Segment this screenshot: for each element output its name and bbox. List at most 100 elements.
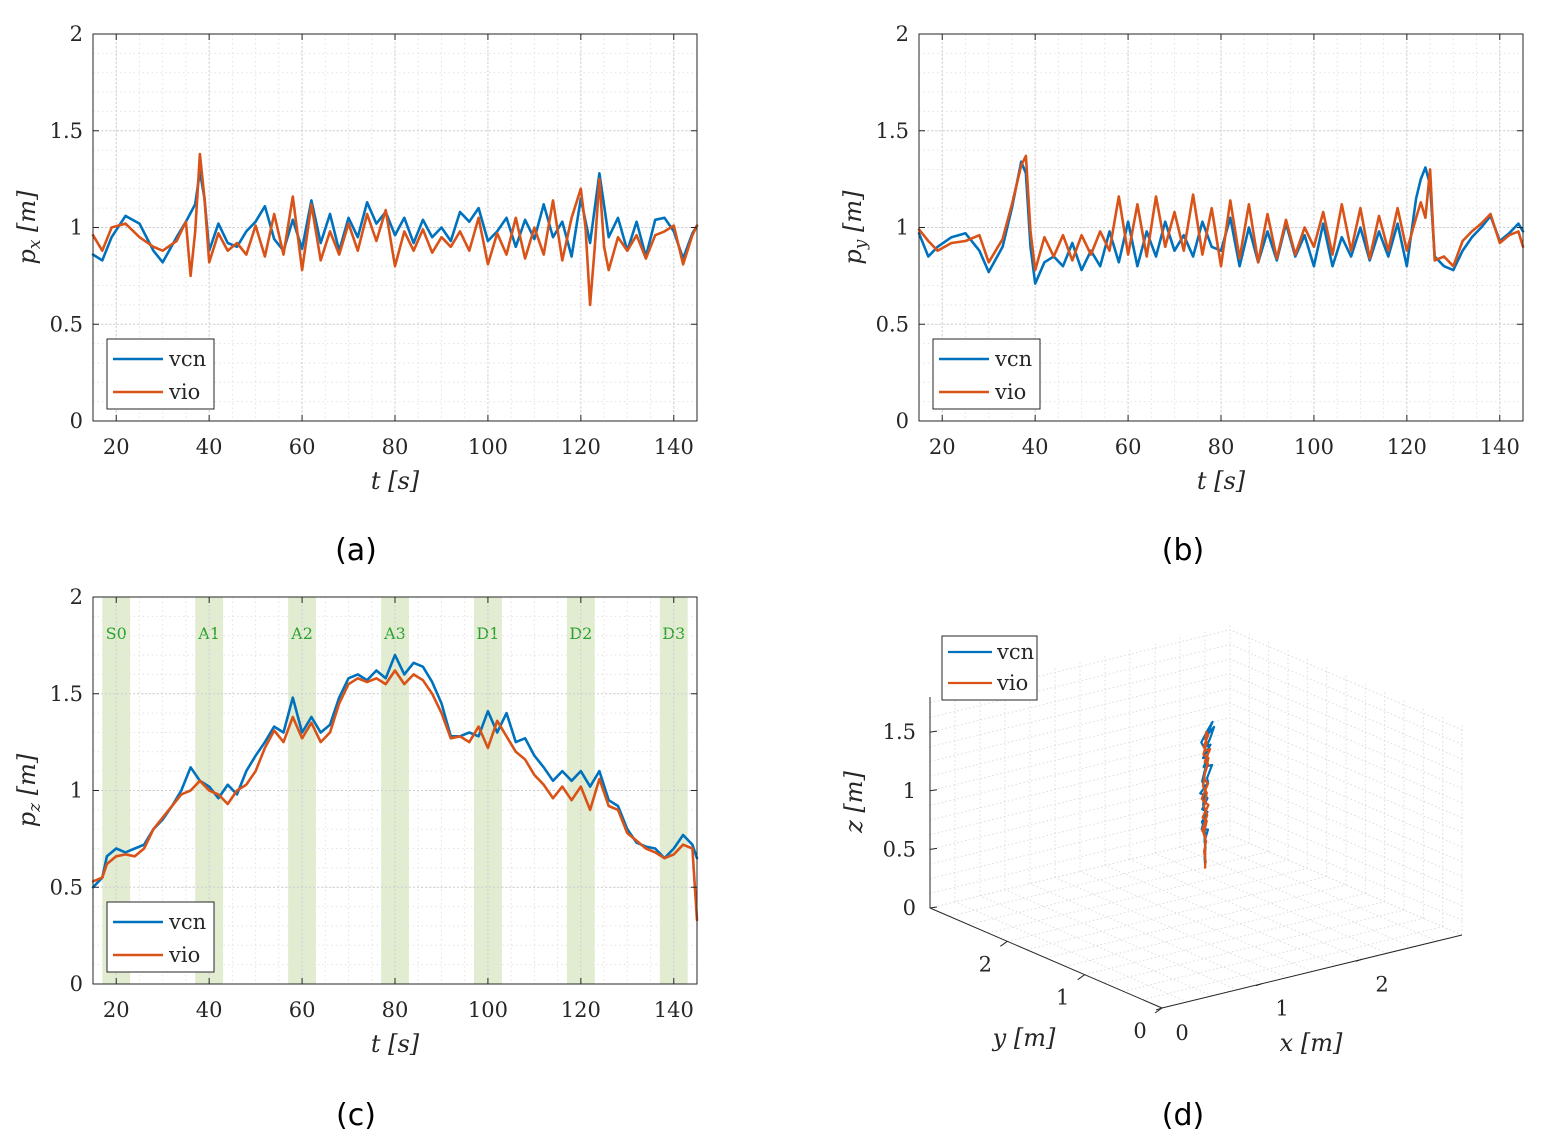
- x3d-tick-mark: [1255, 983, 1263, 987]
- y-tick-label: 0.5: [876, 312, 909, 336]
- legend-box: [932, 338, 1041, 410]
- legend-3d: vcn vio: [941, 635, 1038, 701]
- y-tick-label: 1.5: [876, 119, 909, 143]
- grid-wall-z: [929, 819, 1463, 921]
- caption-a: (a): [335, 533, 377, 568]
- y-tick-label: 0: [70, 972, 83, 996]
- legend: vcn vio: [106, 338, 215, 410]
- legend-box: [106, 901, 215, 973]
- x-tick-label: 100: [468, 998, 508, 1022]
- x-tick-label: 120: [561, 998, 601, 1022]
- grid-wall-z: [929, 687, 1463, 789]
- grid-wall-z: [929, 746, 1463, 848]
- y3d-axis-label: y [m]: [992, 1024, 1056, 1052]
- chart-panel-b: 20 40 60 80 100 120 140 0 0.5 1 1.5 2 t [s] py [m] vcn…: [839, 22, 1525, 495]
- y-tick-label: 0.5: [50, 875, 83, 899]
- grid-wall-z: [929, 761, 1463, 863]
- x-axis-label: t [s]: [371, 1030, 420, 1058]
- grid-floor-y: [1026, 876, 1327, 951]
- y3d-tick-label: 2: [979, 952, 992, 976]
- grid-floor-x: [1204, 840, 1438, 942]
- legend-label-vcn: vcn: [168, 910, 206, 934]
- z3d-tick-mark: [929, 906, 938, 909]
- grid-floor-y: [1045, 884, 1347, 959]
- grid-wall-z: [929, 673, 1463, 775]
- x-tick-label: 120: [561, 435, 601, 459]
- y-tick-label: 1: [70, 216, 83, 240]
- y-tick-label: 2: [70, 22, 83, 46]
- z3d-tick-mark: [929, 730, 938, 733]
- grid-floor-x: [1079, 871, 1313, 972]
- z3d-tick-mark: [929, 789, 938, 792]
- x3d-tick-label: 2: [1375, 972, 1388, 996]
- y-tick-label: 2: [70, 585, 83, 609]
- y3d-tick-label: 1: [1056, 986, 1069, 1010]
- y3d-tick-mark: [1000, 940, 1008, 947]
- x3d-tick-label: 0: [1175, 1021, 1188, 1045]
- x-tick-label: 60: [1115, 435, 1142, 459]
- y-tick-label: 1: [70, 779, 83, 803]
- y3d-tick-mark: [1077, 974, 1085, 981]
- caption-c: (c): [336, 1098, 376, 1133]
- legend-box: [941, 635, 1038, 701]
- x-tick-label: 140: [654, 998, 694, 1022]
- x-tick-label: 40: [196, 435, 223, 459]
- y-tick-label: 0: [70, 409, 83, 433]
- legend-label-vio: vio: [168, 943, 200, 967]
- y3d-tick-mark: [1154, 1007, 1163, 1014]
- grid-wall-z: [929, 805, 1463, 907]
- x-tick-label: 40: [1022, 435, 1049, 459]
- x-tick-label: 140: [654, 435, 694, 459]
- grid-wall-z: [929, 731, 1463, 833]
- grid-wall-z: [929, 717, 1463, 819]
- series3d-line-vio: [1200, 730, 1212, 869]
- legend-box: [106, 338, 215, 410]
- series-line-vio: [917, 154, 1525, 272]
- grid-wall-z: [929, 790, 1463, 892]
- grid-floor-y: [1123, 917, 1424, 992]
- x-tick-label: 80: [1208, 435, 1235, 459]
- grid-floor-x: [1129, 858, 1363, 960]
- y-tick-label: 1.5: [50, 119, 83, 143]
- grid-floor-y: [968, 851, 1269, 926]
- legend-label-vio: vio: [996, 671, 1028, 695]
- grid-wall-z: [929, 658, 1463, 760]
- grid-floor-x: [979, 895, 1213, 997]
- grid-wall-z: [929, 643, 1463, 745]
- y-tick-label: 2: [896, 22, 909, 46]
- x-tick-label: 100: [1294, 435, 1334, 459]
- z3d-tick-label: 1: [903, 779, 916, 803]
- legend-label-vcn: vcn: [994, 347, 1032, 371]
- grid-wall-z: [929, 834, 1463, 936]
- z3d-tick-label: 1.5: [883, 720, 916, 744]
- x-axis-label: t [s]: [1197, 467, 1246, 495]
- legend-label-vcn: vcn: [996, 640, 1034, 664]
- series-line-vio: [91, 152, 699, 307]
- grid-floor-x: [1029, 883, 1263, 985]
- series-line-vio: [91, 669, 699, 922]
- legend-label-vio: vio: [168, 380, 200, 404]
- x-axis-label: t [s]: [371, 467, 420, 495]
- y-axis-label: px [m]: [13, 190, 45, 265]
- x-tick-label: 20: [103, 435, 130, 459]
- y-axis-label: py [m]: [839, 190, 871, 265]
- grid-floor-y: [949, 842, 1250, 917]
- grid-wall-z: [929, 629, 1463, 731]
- x-tick-label: 100: [468, 435, 508, 459]
- legend-label-vcn: vcn: [168, 347, 206, 371]
- x-tick-label: 60: [289, 998, 316, 1022]
- chart-panel-d-3d: 0 1 2 0 1 2 0 0.5 1 1.5 x [m] y [m] z [m] vcn vio: [840, 624, 1463, 1057]
- y-tick-label: 0.5: [50, 312, 83, 336]
- x-tick-label: 20: [929, 435, 956, 459]
- x-tick-label: 80: [382, 998, 409, 1022]
- y-tick-label: 1: [896, 216, 909, 240]
- z3d-axis-label: z [m]: [840, 770, 868, 833]
- z3d-tick-label: 0: [903, 896, 916, 920]
- grid-floor-x: [1154, 852, 1388, 954]
- x-tick-label: 60: [289, 435, 316, 459]
- legend: vcn vio: [106, 901, 215, 973]
- x-tick-label: 140: [1480, 435, 1520, 459]
- grid-wall-z: [929, 702, 1463, 804]
